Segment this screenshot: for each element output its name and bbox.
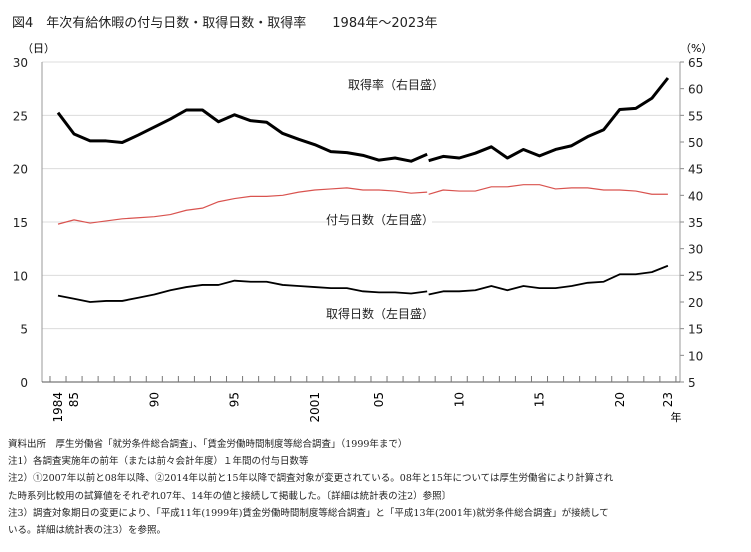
x-tick-label: 15	[533, 392, 547, 407]
series-line-1-segment-2	[428, 77, 670, 163]
series-label-background	[328, 304, 432, 322]
y-left-tick-label: 5	[20, 323, 28, 337]
chart-notes: 資料出所 厚生労働省「就労条件総合調査」、「賃金労働時間制度等総合調査」（199…	[8, 436, 728, 539]
y-right-tick-label: 30	[688, 243, 703, 257]
note-3: 注3）調査対象期日の変更により、「平成11年(1999年)賃金労働時間制度等総合…	[8, 507, 609, 519]
y-right-tick-label: 10	[688, 349, 703, 363]
x-tick-label: 2001	[308, 392, 322, 423]
x-tick-label: 1984	[51, 392, 65, 423]
y-right-tick-label: 65	[688, 56, 703, 70]
series-label: 取得率（右目盛）	[348, 77, 444, 92]
x-tick-label: 10	[452, 392, 466, 407]
source-note: 資料出所 厚生労働省「就労条件総合調査」、「賃金労働時間制度等総合調査」（199…	[8, 439, 408, 450]
y-right-tick-label: 50	[688, 136, 703, 150]
line-chart: 0510152025305101520253035404550556065（日）…	[13, 42, 713, 424]
x-tick-label: 20	[613, 392, 627, 407]
series-label: 取得日数（左目盛）	[326, 306, 434, 321]
series-line-3-segment-2	[428, 264, 669, 296]
y-right-tick-label: 25	[688, 269, 703, 283]
x-tick-label: 23	[661, 392, 675, 407]
note-1: 注1）各調査実施年の前年（または前々会計年度）１年間の付与日数等	[8, 456, 309, 468]
y-right-tick-label: 35	[688, 216, 703, 230]
x-tick-label: 05	[372, 392, 386, 407]
y-left-tick-label: 10	[13, 269, 28, 283]
series-line-2-segment-2	[428, 184, 668, 195]
y-left-unit-label: （日）	[22, 42, 55, 55]
x-tick-label: 90	[147, 392, 161, 407]
y-right-tick-label: 20	[688, 296, 703, 310]
series-line-2-segment-1	[57, 187, 428, 225]
note-2: 注2）①2007年以前と08年以降、②2014年以前と15年以降で調査対象が変更…	[8, 473, 614, 485]
series-label-background	[344, 75, 448, 93]
y-right-tick-label: 40	[688, 189, 703, 203]
chart-title: 図4 年次有給休暇の付与日数・取得日数・取得率 1984年〜2023年	[12, 16, 438, 31]
note-2-cont: た時系列比較用の試算値をそれぞれ07年、14年の値と接続して掲載した。〔詳細は統…	[8, 490, 452, 502]
x-unit-label: 年	[671, 410, 682, 424]
series-line-1-segment-1	[56, 108, 428, 163]
y-right-tick-label: 55	[688, 109, 703, 123]
y-left-tick-label: 25	[13, 109, 28, 123]
y-left-tick-label: 0	[20, 376, 28, 390]
y-left-tick-label: 30	[13, 56, 28, 70]
x-tick-label: 95	[228, 392, 242, 407]
y-right-tick-label: 15	[688, 323, 703, 337]
series-label-background	[328, 210, 432, 228]
y-right-tick-label: 45	[688, 163, 703, 177]
note-3-cont: いる。詳細は統計表の注3）を参照。	[8, 525, 167, 537]
y-right-tick-label: 60	[688, 83, 703, 97]
y-right-unit-label: （%）	[680, 42, 712, 55]
series-line-3-segment-1	[57, 279, 428, 303]
series-label: 付与日数（左目盛）	[326, 212, 434, 227]
x-tick-label: 85	[67, 392, 81, 407]
y-left-tick-label: 15	[13, 216, 28, 230]
y-left-tick-label: 20	[13, 163, 28, 177]
y-right-tick-label: 5	[688, 376, 696, 390]
